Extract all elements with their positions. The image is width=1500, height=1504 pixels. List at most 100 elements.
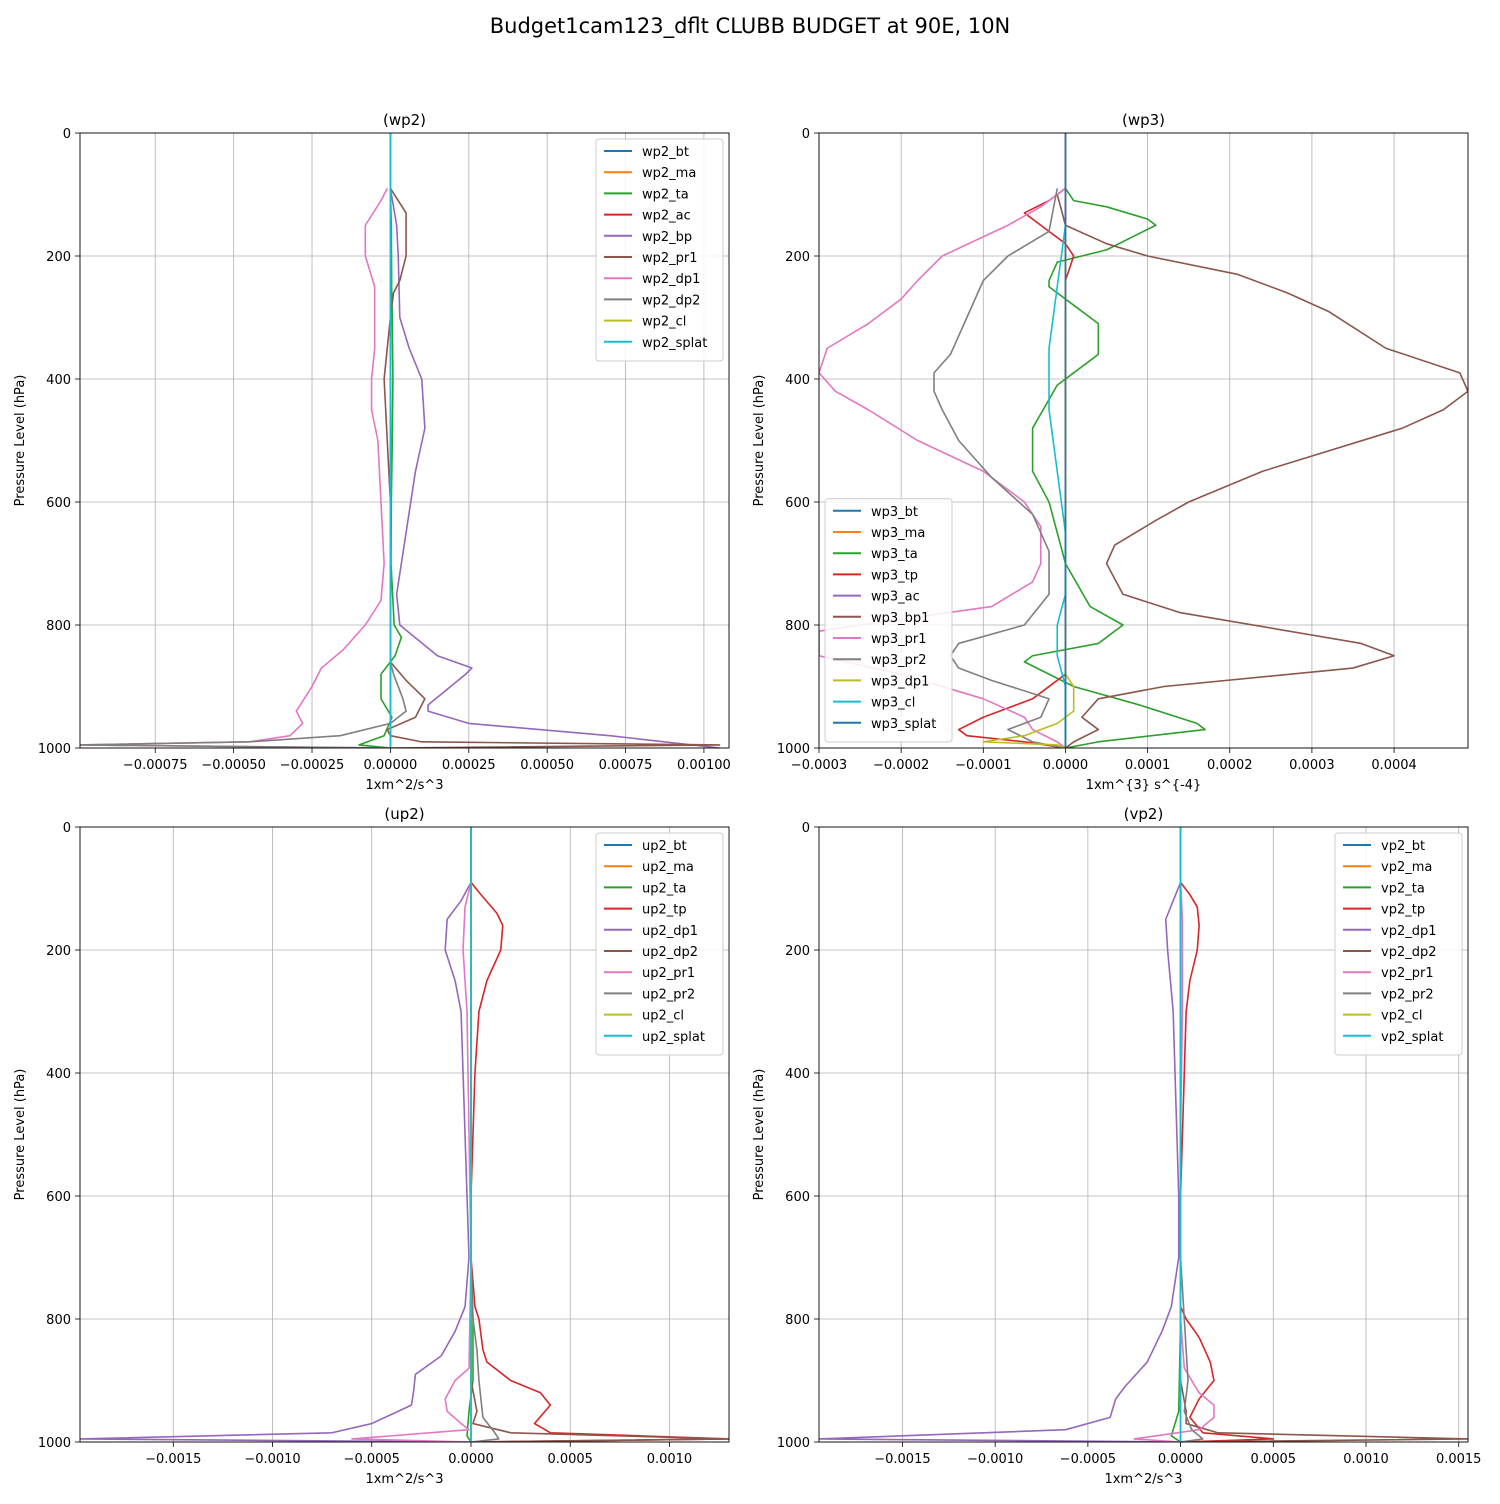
- y-tick-label: 400: [785, 1067, 810, 1082]
- legend-entry-vp2_pr2: vp2_pr2: [1381, 987, 1434, 1002]
- x-tick-label: 0.0000: [1158, 1452, 1204, 1467]
- legend-entry-vp2_ta: vp2_ta: [1381, 881, 1425, 896]
- series-line-wp2_bp: [389, 188, 720, 748]
- series-group: [819, 133, 1468, 748]
- axes-frame: [79, 132, 730, 749]
- y-tick-label: 0: [63, 127, 71, 142]
- series-line-wp3_bp1: [1056, 187, 1468, 748]
- x-axis-label: 1xm^2/s^3: [1104, 1472, 1182, 1487]
- y-tick-label: 600: [785, 496, 810, 511]
- x-tick-label: 0.00050: [520, 758, 574, 773]
- legend-entry-wp2_dp2: wp2_dp2: [642, 293, 700, 308]
- legend-entry-vp2_cl: vp2_cl: [1381, 1009, 1422, 1024]
- legend-entry-wp3_ma: wp3_ma: [871, 526, 925, 541]
- legend-entry-wp3_pr1: wp3_pr1: [871, 632, 927, 647]
- legend-entry-wp2_ta: wp2_ta: [642, 187, 689, 202]
- legend-entry-vp2_tp: vp2_tp: [1381, 903, 1425, 918]
- legend-box: [595, 832, 724, 1056]
- series-line-wp2_dp2: [80, 188, 407, 748]
- legend-entry-wp2_pr1: wp2_pr1: [642, 251, 698, 266]
- legend-entry-wp3_ta: wp3_ta: [871, 547, 918, 562]
- chart-title: (wp2): [383, 111, 426, 129]
- x-tick-label: 0.00075: [599, 758, 653, 773]
- chart-3: −0.0015 −0.0010 −0.0005 0.0000 0.0005 0.0010 0…: [13, 805, 730, 1487]
- x-tick-label: 0.0010: [647, 1452, 693, 1467]
- x-tick-label: 0.0004: [1371, 758, 1417, 773]
- y-tick-label: 1000: [38, 742, 71, 757]
- series-group: [80, 133, 721, 748]
- y-tick-label: 400: [46, 373, 71, 388]
- x-tick-label: −0.00025: [280, 758, 345, 773]
- x-tick-label: 0.0002: [1207, 758, 1253, 773]
- y-tick-label: 0: [63, 821, 71, 836]
- legend-entry-vp2_splat: vp2_splat: [1381, 1030, 1443, 1045]
- legend-box: [595, 138, 724, 362]
- x-tick-label: −0.00050: [201, 758, 266, 773]
- x-tick-label: 0.0005: [1251, 1452, 1297, 1467]
- legend-entry-wp3_pr2: wp3_pr2: [871, 653, 927, 668]
- y-tick-label: 200: [46, 944, 71, 959]
- y-tick-label: 200: [46, 250, 71, 265]
- legend-entry-vp2_pr1: vp2_pr1: [1381, 966, 1434, 981]
- legend-entry-wp2_splat: wp2_splat: [642, 336, 707, 351]
- x-axis-label: 1xm^2/s^3: [365, 778, 443, 793]
- chart-1: −0.00075 −0.00050 −0.00025 0.00000 0.00025 0.…: [13, 111, 731, 793]
- y-tick-label: 600: [46, 1190, 71, 1205]
- series-group: [80, 827, 729, 1442]
- chart-4: −0.0015 −0.0010 −0.0005 0.0000 0.0005 0.0010 0…: [752, 805, 1481, 1487]
- y-tick-label: 800: [785, 1313, 810, 1328]
- y-axis-label: Pressure Level (hPa): [752, 375, 767, 507]
- chart-title: (wp3): [1122, 111, 1165, 129]
- y-tick-label: 200: [785, 250, 810, 265]
- x-tick-label: 0.00100: [677, 758, 731, 773]
- legend: wp3_bt wp3_ma wp3_ta wp3_tp wp3_ac wp3_bp1 wp3…: [824, 498, 953, 743]
- x-tick-label: 0.00000: [364, 758, 418, 773]
- legend-entry-wp2_cl: wp2_cl: [642, 315, 686, 330]
- axes-frame: [79, 826, 730, 1443]
- x-tick-label: −0.0005: [1060, 1452, 1116, 1467]
- legend-entry-vp2_ma: vp2_ma: [1381, 860, 1432, 875]
- x-tick-label: −0.0005: [344, 1452, 400, 1467]
- x-axis-label: 1xm^{3} s^{-4}: [1086, 778, 1202, 793]
- x-tick-label: −0.00075: [123, 758, 188, 773]
- legend-entry-vp2_dp2: vp2_dp2: [1381, 945, 1437, 960]
- y-tick-label: 1000: [38, 1436, 71, 1451]
- legend-entry-up2_bt: up2_bt: [642, 839, 687, 854]
- legend-entry-wp2_bt: wp2_bt: [642, 145, 689, 160]
- x-axis-label: 1xm^2/s^3: [365, 1472, 443, 1487]
- legend: vp2_bt vp2_ma vp2_ta vp2_tp vp2_dp1 vp2_dp2vp…: [1334, 832, 1463, 1056]
- y-axis-label: Pressure Level (hPa): [13, 1069, 28, 1201]
- x-tick-label: 0.0010: [1343, 1452, 1389, 1467]
- legend-entry-up2_splat: up2_splat: [642, 1030, 705, 1045]
- series-line-vp2_tp: [1179, 881, 1275, 1442]
- series-line-vp2_pr1: [1133, 882, 1215, 1442]
- legend-entry-wp3_ac: wp3_ac: [871, 590, 920, 605]
- y-tick-label: 600: [785, 1190, 810, 1205]
- x-tick-label: −0.0010: [244, 1452, 300, 1467]
- y-tick-label: 600: [46, 496, 71, 511]
- series-line-wp2_ta: [358, 188, 403, 748]
- x-tick-label: 0.0000: [448, 1452, 494, 1467]
- chart-title: (up2): [384, 805, 424, 823]
- legend-entry-vp2_dp1: vp2_dp1: [1381, 924, 1437, 939]
- y-tick-label: 800: [46, 1313, 71, 1328]
- x-tick-label: −0.0002: [873, 758, 929, 773]
- series-group: [819, 827, 1468, 1442]
- chart-title: (vp2): [1124, 805, 1164, 823]
- series-line-up2_dp1: [80, 881, 472, 1442]
- y-tick-label: 1000: [777, 742, 810, 757]
- legend-entry-up2_ta: up2_ta: [642, 881, 686, 896]
- legend-entry-wp2_ma: wp2_ma: [642, 166, 696, 181]
- y-tick-label: 800: [46, 619, 71, 634]
- axes-frame: [818, 132, 1469, 749]
- legend-entry-up2_pr2: up2_pr2: [642, 987, 695, 1002]
- legend-entry-wp3_bt: wp3_bt: [871, 505, 918, 520]
- x-tick-label: 0.0015: [1436, 1452, 1482, 1467]
- axes-frame: [818, 826, 1469, 1443]
- legend-entry-wp3_cl: wp3_cl: [871, 696, 915, 711]
- y-tick-label: 0: [802, 821, 810, 836]
- legend-entry-wp2_ac: wp2_ac: [642, 209, 691, 224]
- legend-entry-up2_cl: up2_cl: [642, 1009, 684, 1024]
- y-tick-label: 800: [785, 619, 810, 634]
